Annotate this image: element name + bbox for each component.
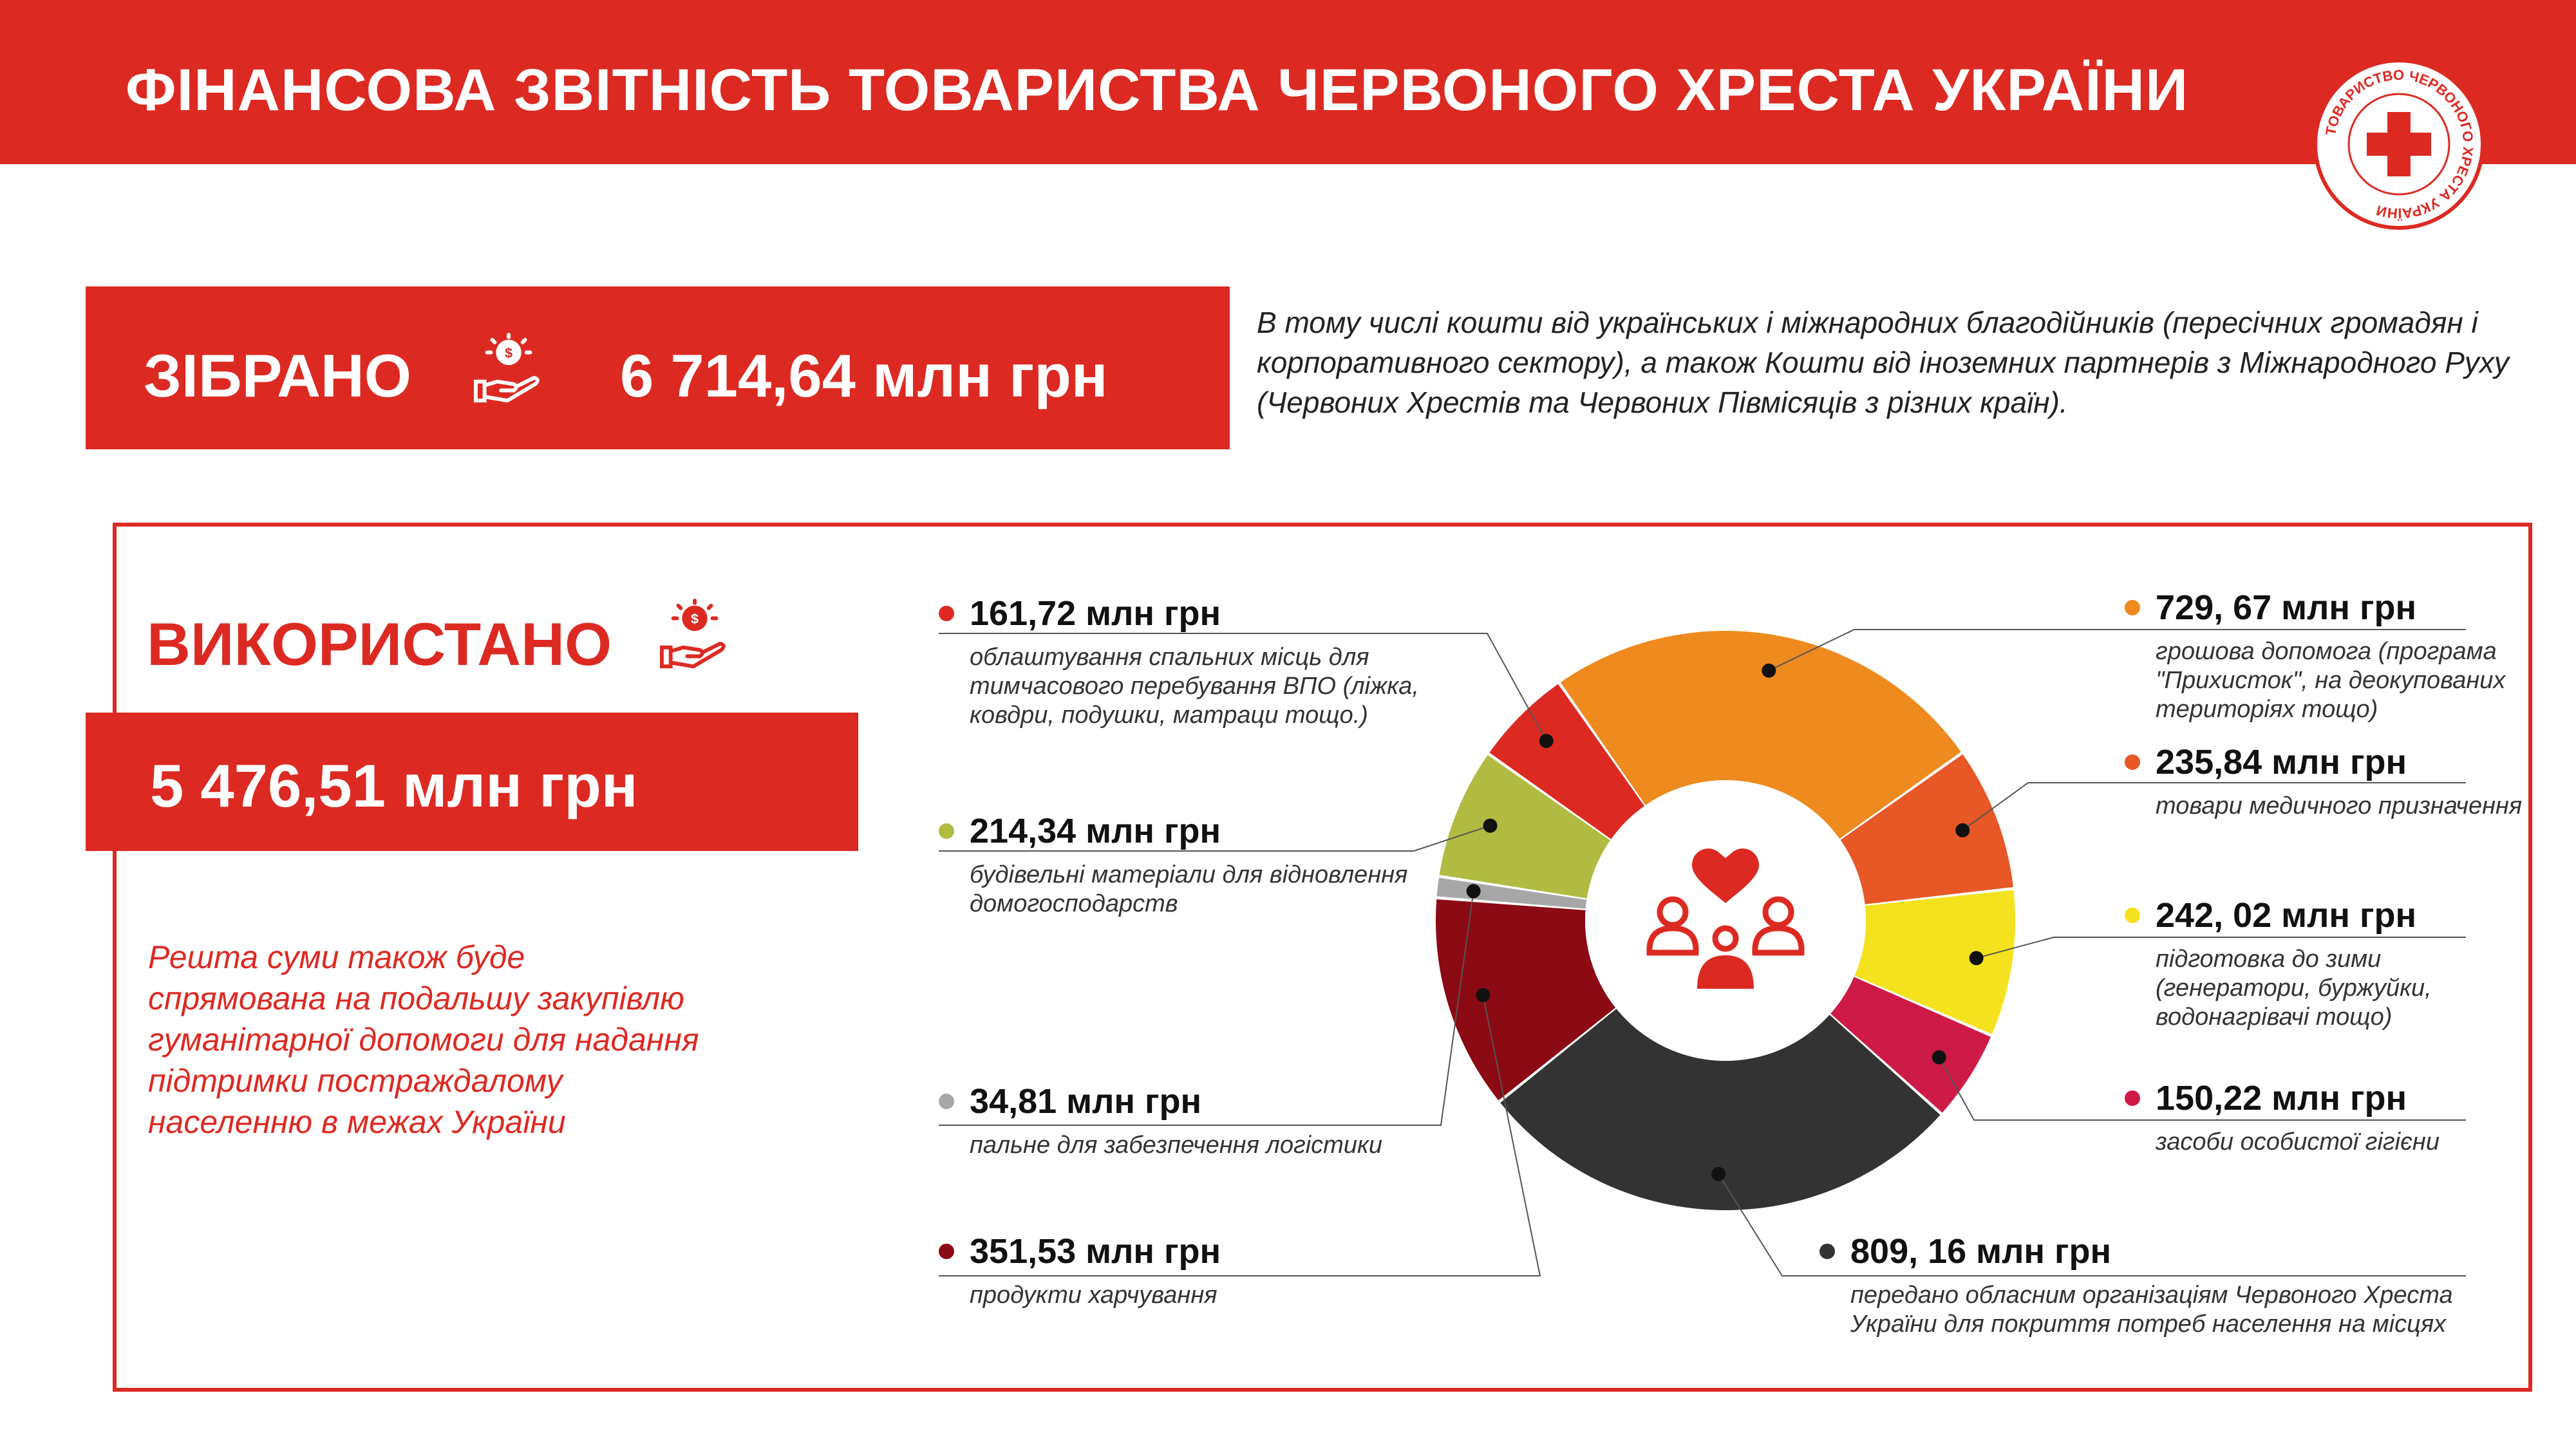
used-amount-box: 5 476,51 млн грн bbox=[86, 713, 858, 851]
desc-label: підготовка до зими (генератори, буржуйки… bbox=[2156, 946, 2432, 1031]
label-food: 351,53 млн грн продукти харчування bbox=[939, 1229, 1480, 1310]
leader-dot bbox=[1483, 818, 1498, 833]
donut-slice bbox=[1436, 899, 1616, 1101]
label-fuel: 34,81 млн грн пальне для забезпечення ло… bbox=[939, 1080, 1480, 1160]
legend-dot bbox=[939, 606, 954, 621]
value-label: 242, 02 млн грн bbox=[2156, 896, 2417, 935]
leader-dot bbox=[1932, 1050, 1946, 1065]
leader-dot bbox=[1539, 734, 1554, 749]
leader-dot bbox=[1969, 951, 1984, 966]
legend-dot bbox=[939, 1244, 954, 1259]
used-frame bbox=[113, 523, 2532, 1392]
label-regional: 809, 16 млн грн передано обласним органі… bbox=[1819, 1229, 2496, 1339]
leader-line bbox=[939, 891, 1474, 1126]
label-shelter: 161,72 млн грн облаштування спальних міс… bbox=[939, 592, 1480, 730]
value-label: 214,34 млн грн bbox=[970, 812, 1221, 850]
header-bar: ФІНАНСОВА ЗВІТНІСТЬ ТОВАРИСТВА ЧЕРВОНОГО… bbox=[0, 0, 2576, 164]
label-winter: 242, 02 млн грн підготовка до зими (гене… bbox=[2125, 893, 2537, 1032]
desc-label: товари медичного призначення bbox=[2156, 792, 2523, 819]
svg-text:$: $ bbox=[691, 610, 699, 626]
leader-dot bbox=[1476, 987, 1490, 1002]
legend-dot bbox=[1819, 1244, 1835, 1259]
donut-slice bbox=[1560, 631, 1961, 839]
svg-text:$: $ bbox=[505, 344, 512, 360]
desc-label: грошова допомога (програма "Прихисток", … bbox=[2156, 638, 2506, 723]
desc-label: передано обласним організаціям Червоного… bbox=[1850, 1282, 2453, 1338]
leader-line bbox=[1768, 629, 2466, 671]
donut-slice bbox=[1500, 1009, 1941, 1211]
used-label: ВИКОРИСТАНО bbox=[147, 610, 612, 678]
hand-coin-icon: $ bbox=[659, 599, 726, 669]
page-title: ФІНАНСОВА ЗВІТНІСТЬ ТОВАРИСТВА ЧЕРВОНОГО… bbox=[126, 57, 2189, 123]
value-label: 150,22 млн грн bbox=[2156, 1079, 2407, 1117]
legend-dot bbox=[939, 823, 954, 839]
value-label: 809, 16 млн грн bbox=[1850, 1232, 2112, 1271]
collected-amount: 6 714,64 млн грн bbox=[620, 342, 1108, 409]
collected-box: ЗІБРАНО $ 6 714,64 млн грн bbox=[86, 286, 1230, 449]
donut-slice bbox=[1489, 684, 1645, 839]
leader-line bbox=[1976, 937, 2466, 959]
legend-dot bbox=[2125, 600, 2140, 615]
hand-coin-icon: $ bbox=[473, 333, 540, 403]
people-heart-icon bbox=[1646, 848, 1805, 989]
value-label: 235,84 млн грн bbox=[2156, 743, 2407, 781]
leader-dot bbox=[1955, 823, 1970, 837]
donut-slice bbox=[1439, 755, 1611, 899]
legend-dot bbox=[2125, 754, 2140, 770]
label-hygiene: 150,22 млн грн засоби особистої гігієни bbox=[2125, 1076, 2537, 1157]
label-cash: 729, 67 млн грн грошова допомога (програ… bbox=[2125, 586, 2537, 724]
desc-label: будівельні матеріали для відновлення дом… bbox=[970, 861, 1408, 917]
red-cross-logo: ТОВАРИСТВО ЧЕРВОНОГО ХРЕСТА УКРАЇНИ bbox=[2313, 59, 2485, 230]
leader-line bbox=[939, 633, 1547, 742]
collected-label: ЗІБРАНО bbox=[144, 342, 411, 409]
label-medical: 235,84 млн грн товари медичного призначе… bbox=[2125, 740, 2537, 821]
used-amount: 5 476,51 млн грн bbox=[150, 752, 638, 819]
legend-dot bbox=[939, 1094, 954, 1109]
leader-dot bbox=[1762, 663, 1776, 678]
value-label: 34,81 млн грн bbox=[970, 1082, 1202, 1121]
desc-label: засоби особистої гігієни bbox=[2156, 1128, 2440, 1155]
leader-line bbox=[1718, 1173, 2466, 1276]
donut-hole bbox=[1585, 780, 1866, 1061]
legend-dot bbox=[2125, 908, 2140, 923]
leader-line bbox=[939, 825, 1490, 852]
leader-line bbox=[1962, 782, 2466, 831]
legend-dot bbox=[2125, 1090, 2140, 1106]
remaining-note: Решта суми також буде спрямована на пода… bbox=[148, 939, 699, 1140]
donut-slice bbox=[1840, 754, 2013, 904]
desc-label: пальне для забезпечення логістики bbox=[970, 1132, 1383, 1159]
leader-dot bbox=[1466, 884, 1481, 899]
leader-dot bbox=[1711, 1166, 1726, 1181]
leader-line bbox=[1938, 1056, 2466, 1121]
value-label: 729, 67 млн грн bbox=[2156, 588, 2417, 627]
leader-line bbox=[939, 995, 1541, 1276]
desc-label: облаштування спальних місць для тимчасов… bbox=[970, 644, 1419, 729]
donut-slice bbox=[1854, 890, 2015, 1034]
collected-note: В тому числі кошти від українських і між… bbox=[1257, 306, 2509, 419]
value-label: 161,72 млн грн bbox=[970, 594, 1221, 633]
value-label: 351,53 млн грн bbox=[970, 1232, 1221, 1271]
desc-label: продукти харчування bbox=[970, 1282, 1217, 1309]
label-building: 214,34 млн грн будівельні матеріали для … bbox=[939, 809, 1480, 919]
